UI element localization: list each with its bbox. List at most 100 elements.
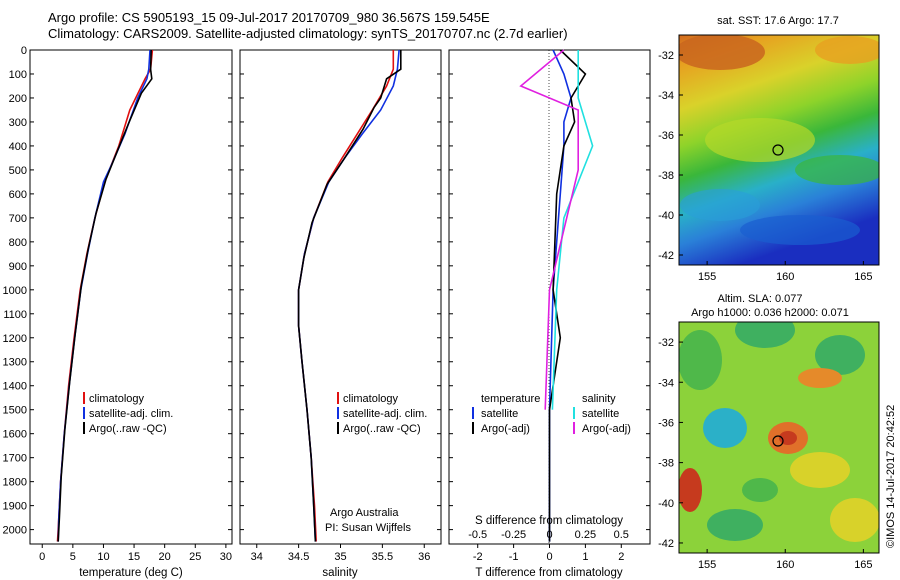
legend-title-temperature: temperature (481, 393, 540, 405)
lon-tick-label: 165 (854, 271, 872, 283)
depth-tick-label: 1900 (3, 501, 27, 513)
pi-label: PI: Susan Wijffels (325, 522, 411, 534)
depth-tick-label: 600 (9, 189, 27, 201)
lat-tick-label: -32 (658, 337, 674, 349)
legend-label: climatology (89, 393, 145, 405)
x-tick-label: 15 (128, 551, 140, 563)
difference-top-label: S difference from climatology (475, 515, 623, 527)
series-line-2 (57, 49, 153, 542)
x-tick-label: 0 (39, 551, 45, 563)
difference-series (519, 49, 594, 542)
salinity-difference-axis: -0.5 -0.25 0 0.25 0.5 (468, 529, 629, 541)
credit-text: ©IMOS 14-Jul-2017 20:42:52 (885, 405, 897, 548)
salinity-x-axis: 34 34.5 35 35.5 36 (251, 544, 430, 563)
sst-map-axes: -32 -34 -36 -38 -40 -42 155 160 165 (658, 50, 872, 283)
lat-tick-label: -32 (658, 50, 674, 62)
x-tick-label: 36 (418, 551, 430, 563)
sla-title-line2: Argo h1000: 0.036 h2000: 0.071 (691, 307, 849, 319)
salinity-diff-tick-label: 0.5 (614, 529, 629, 541)
depth-tick-label: 1600 (3, 429, 27, 441)
x-tick-label: 34 (251, 551, 263, 563)
legend-label: satellite (481, 408, 518, 420)
depth-tick-label: 400 (9, 141, 27, 153)
sla-map-axes: -32 -34 -36 -38 -40 -42 155 160 165 (658, 337, 872, 571)
x-tick-label: -1 (509, 551, 519, 563)
depth-tick-label: 300 (9, 117, 27, 129)
lat-tick-label: -42 (658, 538, 674, 550)
salinity-panel (239, 49, 442, 545)
depth-axis: 0 100 200 300 400 500 600 700 800 900 1000 1100 1200… (3, 45, 650, 537)
lat-tick-label: -36 (658, 130, 674, 142)
salinity-legend: climatology satellite-adj. clim. Argo(..… (337, 392, 427, 435)
x-tick-label: 10 (97, 551, 109, 563)
depth-tick-label: 900 (9, 261, 27, 273)
lon-tick-label: 155 (698, 271, 716, 283)
salinity-x-label: salinity (322, 567, 357, 579)
sla-map (679, 322, 879, 553)
lat-tick-label: -42 (658, 250, 674, 262)
sst-map-title: sat. SST: 17.6 Argo: 17.7 (717, 15, 839, 27)
x-tick-label: 5 (70, 551, 76, 563)
legend-label: Argo(..raw -QC) (89, 423, 167, 435)
series-line-2 (297, 50, 402, 542)
sst-map-frame (678, 34, 880, 266)
x-tick-label: -2 (473, 551, 483, 563)
x-tick-label: 2 (618, 551, 624, 563)
salinity-diff-tick-label: 0.25 (575, 529, 596, 541)
lon-tick-label: 165 (854, 559, 872, 571)
sst-float-marker (772, 144, 784, 156)
lon-tick-label: 160 (776, 559, 794, 571)
lon-tick-label: 155 (698, 559, 716, 571)
series-line-0 (551, 50, 594, 410)
depth-tick-label: 1700 (3, 453, 27, 465)
legend-title-salinity: salinity (582, 393, 616, 405)
title-line1: Argo profile: CS 5905193_15 09-Jul-2017 … (48, 10, 490, 25)
temperature-panel (29, 49, 233, 545)
lat-tick-label: -34 (658, 377, 674, 389)
depth-tick-label: 1000 (3, 285, 27, 297)
depth-tick-label: 0 (21, 45, 27, 57)
series-line-1 (548, 49, 587, 542)
depth-tick-label: 1800 (3, 477, 27, 489)
x-tick-label: 30 (220, 551, 232, 563)
temperature-x-label: temperature (deg C) (79, 567, 183, 579)
depth-tick-label: 100 (9, 69, 27, 81)
depth-tick-label: 800 (9, 237, 27, 249)
difference-legend: temperature satellite Argo(-adj) salinit… (472, 393, 631, 435)
x-tick-label: 34.5 (288, 551, 309, 563)
depth-tick-label: 2000 (3, 525, 27, 537)
depth-tick-label: 1300 (3, 357, 27, 369)
temperature-series (56, 49, 154, 542)
depth-tick-label: 1200 (3, 333, 27, 345)
lat-tick-label: -40 (658, 498, 674, 510)
x-tick-label: 1 (582, 551, 588, 563)
depth-tick-label: 500 (9, 165, 27, 177)
x-tick-label: 35.5 (372, 551, 393, 563)
series-line-0 (56, 49, 154, 542)
lat-tick-label: -38 (658, 170, 674, 182)
title-line2: Climatology: CARS2009. Satellite-adjuste… (48, 26, 568, 41)
sst-map (679, 35, 879, 265)
series-line-0 (297, 50, 395, 542)
lat-tick-label: -40 (658, 210, 674, 222)
sla-title-line1: Altim. SLA: 0.077 (718, 293, 803, 305)
sla-float-marker (772, 435, 784, 447)
legend-label: satellite-adj. clim. (89, 408, 173, 420)
series-line-1 (519, 49, 580, 410)
lat-tick-label: -34 (658, 90, 674, 102)
sla-map-frame (678, 321, 880, 554)
lat-tick-label: -38 (658, 458, 674, 470)
legend-label: Argo(-adj) (582, 423, 631, 435)
legend-label: satellite (582, 408, 619, 420)
temperature-legend: climatology satellite-adj. clim. Argo(..… (83, 392, 173, 435)
depth-tick-label: 200 (9, 93, 27, 105)
difference-x-axis: -2 -1 0 1 2 (473, 544, 624, 563)
salinity-series (297, 49, 402, 542)
series-line-0 (548, 49, 572, 542)
x-tick-label: 20 (159, 551, 171, 563)
depth-tick-label: 1400 (3, 381, 27, 393)
temperature-x-axis: 0 5 10 15 20 25 30 (39, 544, 232, 563)
argo-australia-label: Argo Australia (330, 507, 399, 519)
salinity-diff-tick-label: -0.5 (468, 529, 487, 541)
